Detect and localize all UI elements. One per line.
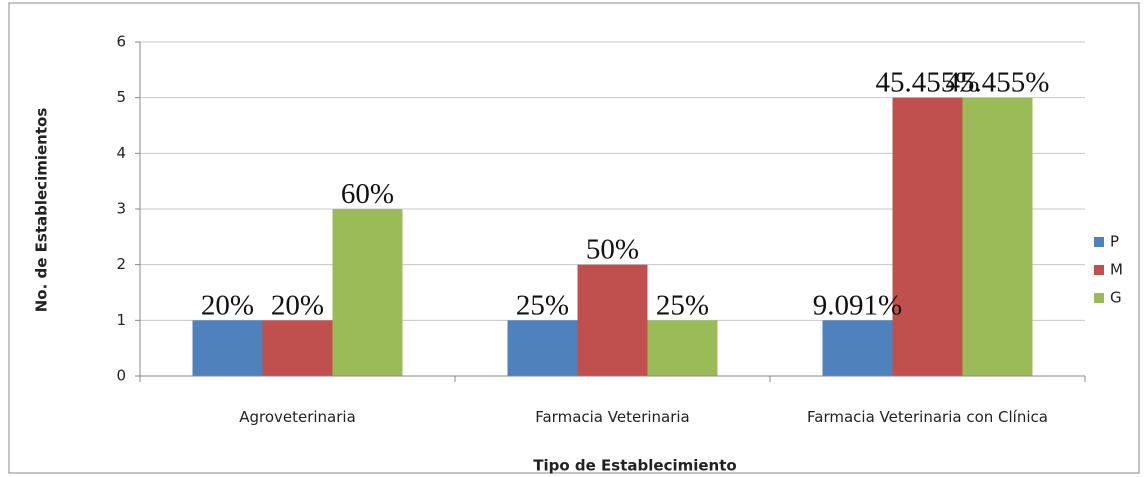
y-axis-title: No. de Establecimientos: [33, 108, 51, 313]
y-tick-label: 3: [116, 200, 126, 218]
bar: [892, 97, 963, 377]
legend-swatch: [1094, 293, 1104, 303]
y-tick-label: 0: [116, 367, 126, 385]
y-tick-label: 1: [116, 311, 126, 329]
bar: [507, 320, 578, 376]
legend-label: G: [1110, 289, 1122, 307]
bar: [192, 320, 263, 376]
bar: [262, 320, 333, 376]
y-tick-label: 2: [116, 255, 126, 273]
bar: [647, 320, 718, 376]
data-label: 20%: [271, 289, 324, 321]
data-label: 45.455%: [946, 67, 1050, 99]
legend-swatch: [1094, 265, 1104, 275]
data-label: 9.091%: [813, 289, 902, 321]
data-label: 25%: [516, 289, 569, 321]
bar: [332, 209, 403, 376]
legend-label: M: [1110, 261, 1123, 279]
chart-border: [8, 2, 1140, 474]
bar: [577, 264, 648, 376]
legend-label: P: [1110, 233, 1119, 251]
data-label: 60%: [341, 178, 394, 210]
data-label: 45.455%: [876, 67, 980, 99]
data-label: 25%: [656, 289, 709, 321]
x-axis-title: Tipo de Establecimiento: [533, 457, 736, 475]
legend-swatch: [1094, 237, 1104, 247]
x-tick-label: Farmacia Veterinaria con Clínica: [807, 408, 1048, 426]
bar: [822, 320, 893, 376]
data-label: 50%: [586, 234, 639, 266]
y-tick-label: 5: [116, 88, 126, 106]
data-label: 20%: [201, 289, 254, 321]
x-tick-label: Farmacia Veterinaria: [535, 408, 690, 426]
x-tick-label: Agroveterinaria: [239, 408, 356, 426]
y-tick-label: 6: [116, 33, 126, 51]
bar: [962, 97, 1033, 377]
y-tick-label: 4: [116, 144, 126, 162]
